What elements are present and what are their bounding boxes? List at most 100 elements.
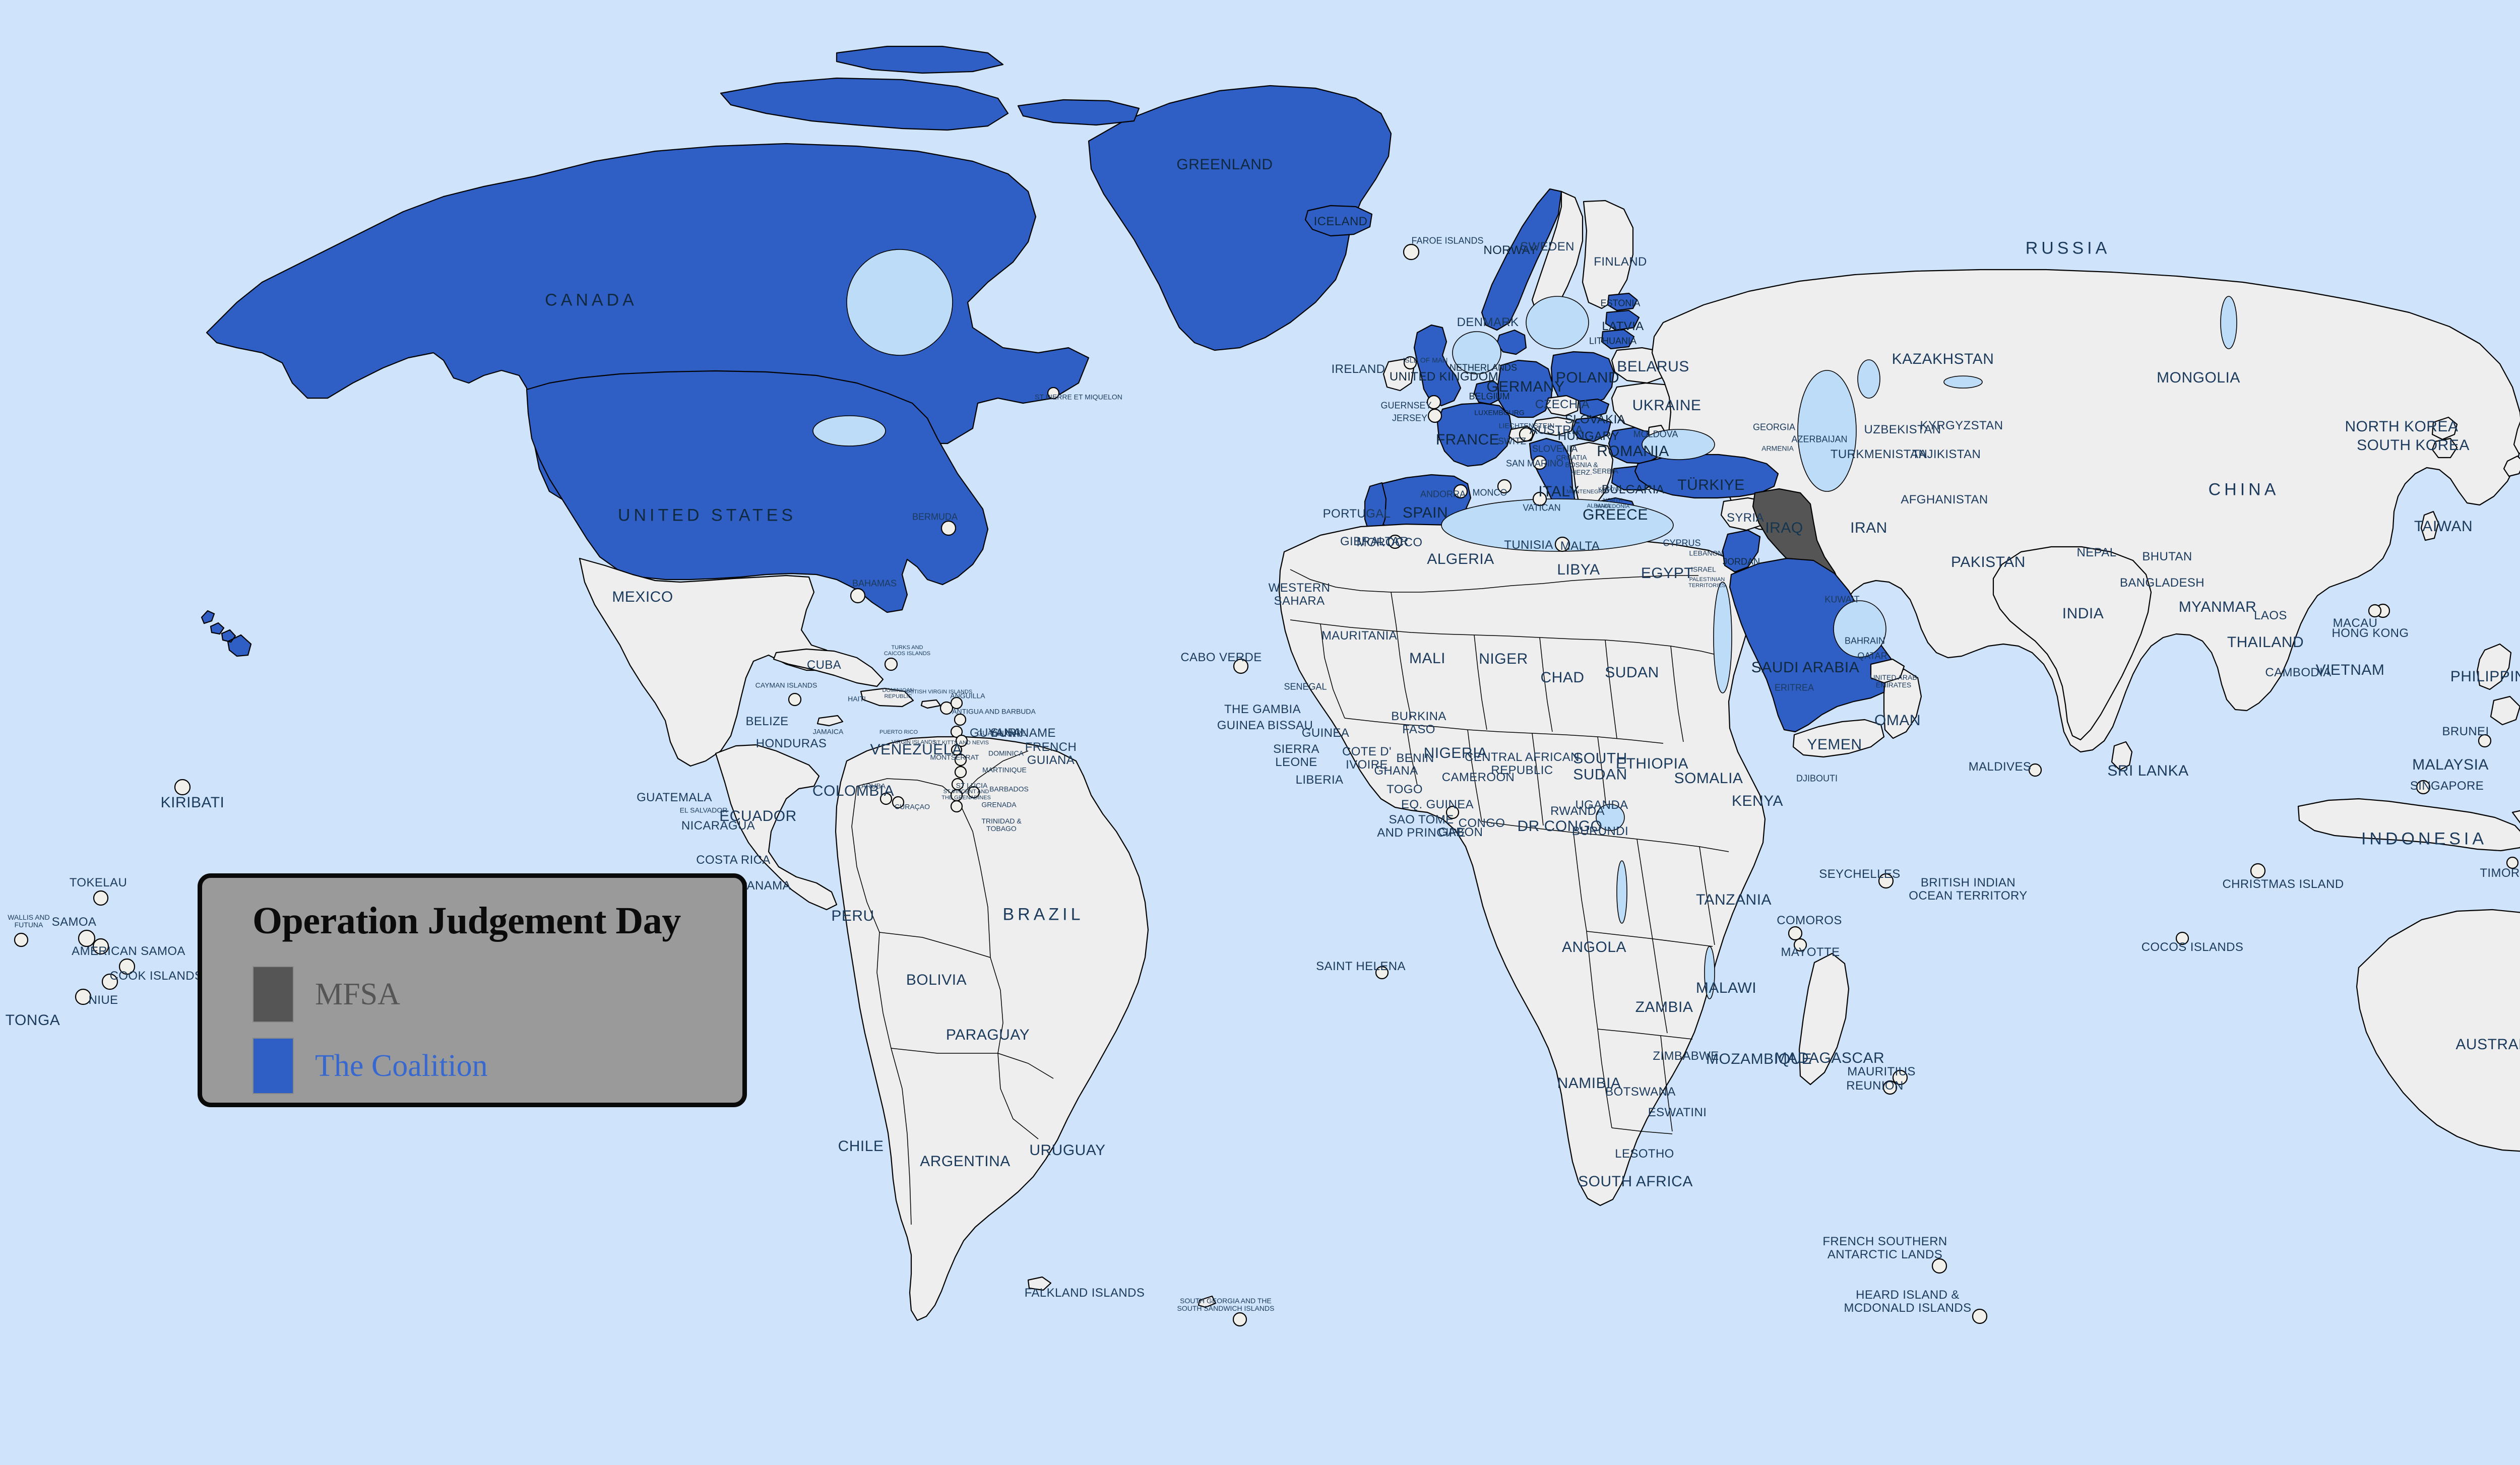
- dot-american-samoa: [92, 938, 109, 955]
- dot-curacao: [892, 796, 905, 809]
- country-poland[interactable]: [1550, 351, 1615, 405]
- island-south-georgia: [1198, 1295, 1217, 1308]
- arctic-islands: [720, 45, 1140, 131]
- country-yemen[interactable]: [1792, 719, 1885, 758]
- country-germany[interactable]: [1497, 359, 1553, 418]
- country-india[interactable]: [1992, 546, 2152, 741]
- dot-vatican: [1532, 491, 1547, 506]
- dot-macau: [2368, 604, 2382, 618]
- country-united-kingdom[interactable]: [1413, 324, 1462, 407]
- dot-tokelau: [93, 890, 109, 906]
- dot-comoros: [1788, 926, 1803, 941]
- country-uae[interactable]: [1870, 658, 1905, 684]
- island-puerto-rico: [920, 699, 941, 709]
- sea-red-sea: [1713, 582, 1732, 693]
- dot-cocos-islands: [2175, 931, 2189, 945]
- dot-cabo-verde: [1233, 658, 1249, 674]
- country-jordan[interactable]: [1722, 529, 1761, 573]
- dot-dominica: [954, 753, 967, 767]
- dot-liechtenstein: [1519, 427, 1534, 442]
- dot-isle-of-man: [1403, 356, 1417, 370]
- country-greenland[interactable]: [1088, 85, 1392, 351]
- central-america[interactable]: [715, 744, 838, 911]
- island-sri-lanka: [2111, 741, 2133, 771]
- country-slovakia[interactable]: [1579, 398, 1610, 418]
- country-mexico[interactable]: [579, 557, 838, 767]
- dot-barbados: [967, 786, 980, 799]
- dot-singapore: [2416, 780, 2431, 795]
- dot-bvi: [939, 701, 954, 715]
- dot-wallis-futuna: [14, 932, 29, 947]
- country-iceland[interactable]: [1304, 205, 1373, 237]
- dot-jersey: [1427, 408, 1442, 423]
- country-czechia[interactable]: [1545, 395, 1580, 417]
- legend-swatch-coalition: [253, 1038, 294, 1094]
- lake-baikal: [2220, 296, 2237, 349]
- country-indonesia[interactable]: [2297, 798, 2520, 852]
- dot-grenada: [950, 800, 963, 813]
- sea-baltic: [1526, 296, 1589, 349]
- legend-label-mfsa: MFSA: [315, 977, 400, 1011]
- dot-malta: [1554, 536, 1570, 552]
- country-australia[interactable]: [2356, 909, 2520, 1152]
- dot-kiribati: [174, 779, 191, 796]
- dot-reunion: [1882, 1080, 1898, 1095]
- map-legend[interactable]: Operation Judgement Day MFSA The Coaliti…: [198, 873, 747, 1107]
- dot-gibraltar: [1388, 534, 1403, 549]
- dot-french-southern: [1931, 1258, 1947, 1274]
- country-oman[interactable]: [1883, 668, 1922, 739]
- country-japan[interactable]: [2503, 383, 2520, 477]
- dot-seychelles: [1878, 873, 1894, 889]
- lake-hudson-bay: [846, 249, 953, 356]
- micro-island-dots: [14, 243, 2519, 1327]
- dot-guernsey: [1426, 395, 1441, 410]
- south-america[interactable]: [835, 736, 1149, 1321]
- dot-aruba: [879, 792, 893, 805]
- country-philippines[interactable]: [2476, 643, 2520, 726]
- country-benelux: [1473, 379, 1502, 405]
- island-hispaniola: [860, 687, 914, 708]
- state-hawaii: [201, 610, 252, 657]
- legend-row-coalition[interactable]: The Coalition: [253, 1038, 742, 1094]
- country-hungary[interactable]: [1571, 416, 1612, 442]
- country-norway[interactable]: [1481, 188, 1562, 331]
- country-north-korea[interactable]: [2431, 416, 2458, 440]
- country-south-korea[interactable]: [2431, 437, 2458, 459]
- country-austria[interactable]: [1532, 416, 1574, 436]
- country-latvia[interactable]: [1605, 309, 1640, 331]
- island-cuba: [773, 648, 884, 687]
- dot-anguilla: [950, 696, 963, 710]
- island-madagascar[interactable]: [1798, 952, 1850, 1086]
- dot-san-marino: [1532, 455, 1547, 470]
- dot-niue: [101, 973, 118, 990]
- country-estonia[interactable]: [1607, 292, 1638, 311]
- dot-brunei: [2478, 734, 2492, 748]
- dot-cook-islands: [118, 958, 136, 975]
- lake-malawi: [1704, 946, 1715, 999]
- legend-swatch-mfsa: [253, 966, 294, 1023]
- dot-guadeloupe: [955, 734, 968, 747]
- dot-montserrat: [951, 744, 963, 756]
- dot-mayotte: [1793, 938, 1807, 952]
- dot-south-sandwich: [1232, 1312, 1247, 1327]
- island-jamaica: [816, 715, 844, 727]
- dot-monaco: [1497, 479, 1512, 494]
- lake-caspian-sea: [1797, 370, 1857, 492]
- sea-black-sea: [1642, 429, 1715, 460]
- lake-balkhash: [1943, 375, 1983, 389]
- legend-row-mfsa[interactable]: MFSA: [253, 966, 742, 1023]
- dot-christmas-island: [2250, 863, 2266, 879]
- dot-andorra: [1453, 484, 1468, 499]
- sea-persian-gulf: [1833, 600, 1886, 658]
- dot-antigua: [954, 713, 967, 726]
- legend-label-coalition: The Coalition: [315, 1048, 488, 1083]
- dot-sao-tome: [1445, 805, 1460, 819]
- legend-title: Operation Judgement Day: [253, 900, 681, 942]
- dot-faroe-islands: [1403, 243, 1420, 261]
- dot-heard-mcdonald: [1972, 1308, 1988, 1324]
- country-lithuania[interactable]: [1601, 329, 1635, 350]
- sea-mediterranean: [1441, 498, 1674, 552]
- lake-victoria: [1596, 804, 1625, 831]
